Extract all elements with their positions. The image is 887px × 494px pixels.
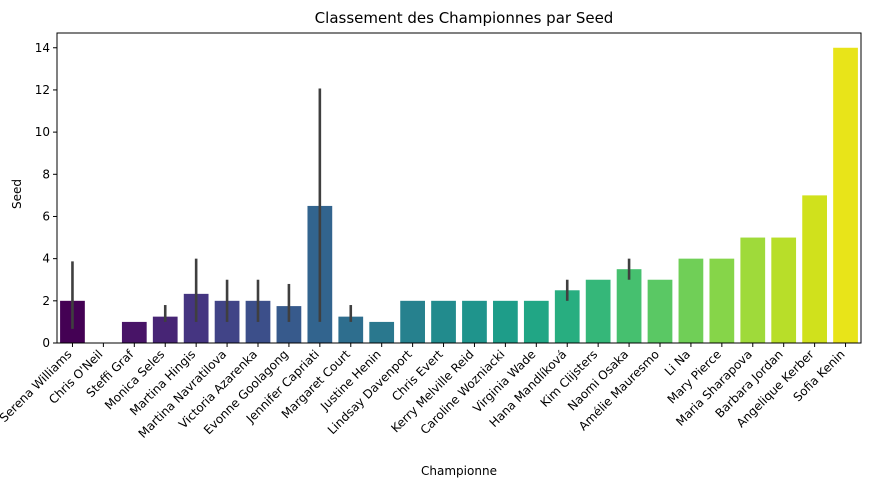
bar	[431, 300, 456, 343]
x-axis-label: Championne	[421, 464, 497, 478]
bar	[709, 258, 735, 343]
bar	[523, 300, 549, 343]
y-tick-label: 0	[42, 336, 50, 350]
y-tick-label: 12	[35, 83, 50, 97]
y-axis-label: Seed	[10, 179, 24, 209]
bar	[400, 300, 425, 343]
y-axis: 0 2 4 6 8 10 12 14	[35, 41, 57, 350]
y-tick-label: 8	[42, 167, 50, 181]
bar	[121, 321, 147, 343]
bar	[647, 279, 673, 343]
y-tick-label: 2	[42, 294, 50, 308]
chart-title: Classement des Championnes par Seed	[315, 9, 614, 27]
bar	[771, 237, 797, 343]
plot-area	[56, 32, 862, 344]
bar	[493, 300, 518, 343]
plot-frame	[56, 32, 862, 344]
bar	[369, 321, 395, 343]
bar	[616, 269, 642, 343]
bar	[678, 258, 704, 343]
bar	[585, 279, 611, 343]
bar	[740, 237, 766, 343]
bar	[833, 47, 858, 343]
y-tick-label: 6	[42, 209, 50, 223]
y-tick-label: 4	[42, 252, 50, 266]
bar	[462, 300, 487, 343]
y-tick-label: 10	[35, 125, 50, 139]
bar	[802, 195, 827, 343]
y-tick-label: 14	[35, 41, 50, 55]
